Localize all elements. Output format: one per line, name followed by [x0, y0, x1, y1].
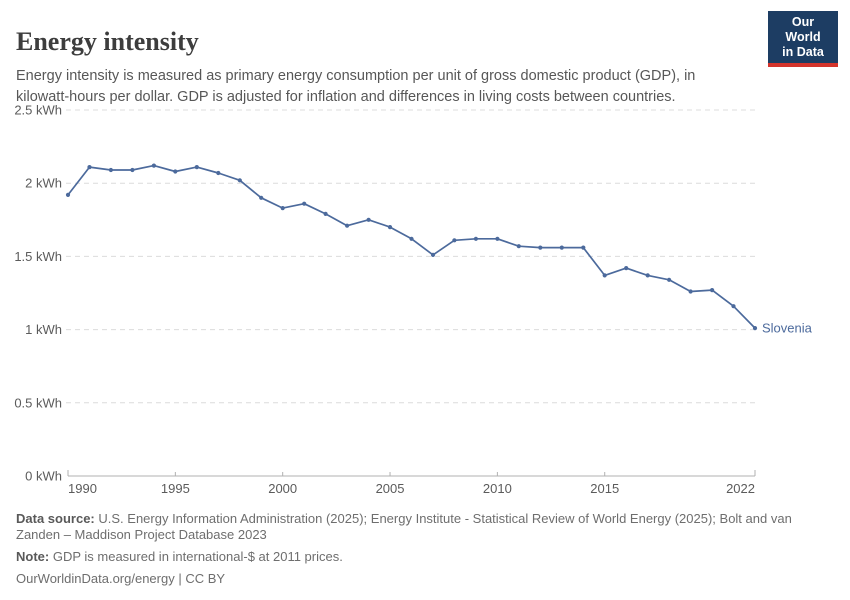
note-label: Note:	[16, 549, 50, 564]
data-point-2007[interactable]	[430, 252, 436, 257]
x-axis-tick-label: 1990	[68, 481, 97, 496]
data-point-2010[interactable]	[495, 236, 500, 241]
data-point-1991[interactable]	[87, 165, 92, 170]
data-point-2019[interactable]	[688, 289, 693, 294]
data-point-2001[interactable]	[302, 201, 307, 206]
data-source-text: U.S. Energy Information Administration (…	[16, 511, 792, 542]
data-source-label: Data source:	[16, 511, 95, 526]
data-point-2002[interactable]	[323, 211, 328, 216]
data-point-1993[interactable]	[130, 167, 135, 173]
data-point-2014[interactable]	[581, 245, 586, 250]
chart-subtitle: Energy intensity is measured as primary …	[16, 67, 696, 105]
data-point-2008[interactable]	[452, 238, 457, 243]
data-point-1998[interactable]	[237, 178, 242, 183]
x-axis-tick-label: 2000	[268, 481, 297, 496]
owid-logo-line1: Our World	[785, 15, 821, 44]
data-point-1999[interactable]	[259, 195, 264, 200]
data-source-line: Data source: U.S. Energy Information Adm…	[16, 511, 836, 543]
line-chart: 0 kWh 0.5 kWh 1 kWh 1.5 kWh 2 kWh 2.5 kWh 1990…	[14, 103, 813, 497]
data-point-2016[interactable]	[624, 266, 629, 271]
data-point-2017[interactable]	[645, 273, 650, 278]
data-point-2006[interactable]	[409, 236, 414, 241]
data-point-2020[interactable]	[710, 288, 715, 293]
owid-logo[interactable]: Our World in Data	[768, 11, 838, 67]
data-point-2003[interactable]	[345, 223, 350, 228]
data-point-2005[interactable]	[387, 225, 393, 230]
data-point-1995[interactable]	[173, 169, 178, 174]
note-text: GDP is measured in international-$ at 20…	[52, 549, 343, 564]
y-axis-tick-label: 1.5 kWh	[14, 249, 62, 264]
license-line: OurWorldinData.org/energy | CC BY	[16, 571, 226, 586]
series-line-slovenia[interactable]	[67, 164, 756, 329]
data-point-2018[interactable]	[667, 277, 672, 282]
data-point-1990[interactable]	[65, 192, 71, 197]
x-axis-tick-label: 2005	[376, 481, 405, 496]
data-point-2004[interactable]	[366, 217, 371, 222]
page-title: Energy intensity	[16, 27, 199, 57]
owid-logo-line2: in Data	[782, 45, 824, 59]
data-point-2012[interactable]	[538, 245, 543, 250]
x-axis-tick-label: 1995	[161, 481, 190, 496]
x-axis-tick-label: 2022	[726, 481, 755, 496]
data-point-2015[interactable]	[602, 273, 607, 278]
y-axis-tick-label: 2.5 kWh	[14, 103, 62, 118]
data-point-2022[interactable]	[752, 326, 758, 331]
y-axis-tick-label: 1 kWh	[25, 322, 62, 337]
chart-footer: Data source: U.S. Energy Information Adm…	[16, 511, 836, 593]
data-point-2000[interactable]	[280, 206, 285, 211]
data-point-1994[interactable]	[151, 163, 156, 168]
data-point-1992[interactable]	[108, 167, 113, 173]
x-axis-tick-label: 2010	[483, 481, 512, 496]
data-point-1996[interactable]	[194, 165, 199, 170]
data-point-2013[interactable]	[559, 245, 564, 250]
data-point-1997[interactable]	[216, 170, 221, 176]
y-axis-tick-label: 0 kWh	[25, 469, 62, 484]
y-axis-tick-label: 0.5 kWh	[14, 395, 62, 410]
data-point-2011[interactable]	[516, 244, 521, 249]
note-line: Note: GDP is measured in international-$…	[16, 549, 836, 565]
data-point-2009[interactable]	[473, 236, 478, 241]
series-end-label[interactable]: Slovenia	[762, 321, 813, 336]
y-axis-tick-label: 2 kWh	[25, 176, 62, 191]
x-axis-tick-label: 2015	[590, 481, 619, 496]
data-point-2021[interactable]	[731, 304, 736, 309]
